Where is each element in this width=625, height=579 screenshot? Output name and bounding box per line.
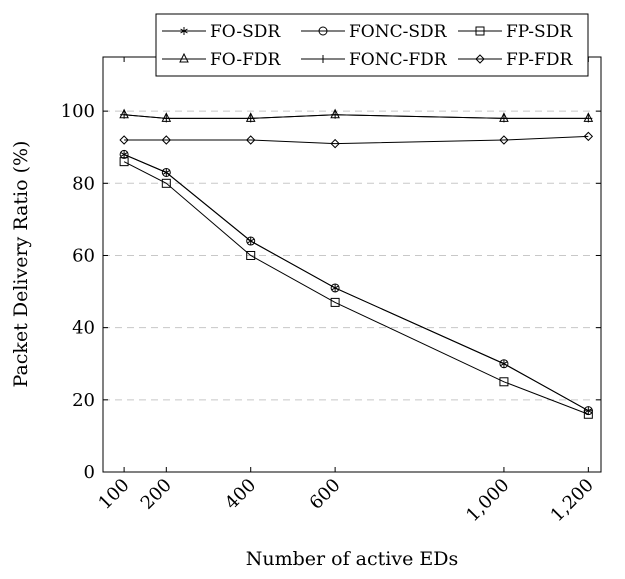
data-point <box>180 27 188 35</box>
data-point <box>499 359 509 369</box>
legend-entry: FO-FDR <box>162 50 282 70</box>
series-fp-sdr <box>119 157 593 419</box>
legend-label: FP-SDR <box>506 22 573 42</box>
legend-label: FONC-FDR <box>349 50 448 70</box>
data-point <box>119 135 129 145</box>
series-fo-sdr <box>120 150 593 415</box>
data-point <box>475 26 485 36</box>
data-point <box>583 409 593 419</box>
data-point <box>246 135 256 145</box>
x-tick-label: 200 <box>137 475 176 514</box>
y-tick-label: 0 <box>84 462 95 483</box>
legend-box <box>155 13 589 77</box>
data-point <box>330 283 340 293</box>
data-point <box>161 178 171 188</box>
legend-label: FO-SDR <box>210 22 281 42</box>
data-point <box>499 377 509 387</box>
x-tick-label: 400 <box>221 475 260 514</box>
data-point <box>161 167 171 177</box>
data-point <box>331 110 340 119</box>
series-fonc-sdr <box>119 149 593 416</box>
data-point <box>162 114 171 123</box>
legend-entry: FONC-SDR <box>301 22 448 42</box>
data-point <box>330 138 340 149</box>
series-fonc-fdr <box>120 110 593 123</box>
legend-entry: FP-FDR <box>458 50 573 70</box>
data-point <box>119 149 129 159</box>
y-tick-label: 80 <box>72 173 95 194</box>
data-point <box>318 26 328 36</box>
data-point <box>246 114 255 123</box>
data-point <box>246 250 256 260</box>
data-point <box>583 131 594 142</box>
legend: FO-SDR FONC-SDR FP-SDR FO-FDR FONC-FDR FP-FDR <box>155 13 589 77</box>
series-line <box>124 135 589 145</box>
x-tick-label: 1,200 <box>547 475 598 526</box>
data-point <box>119 157 129 167</box>
x-tick-label: 600 <box>306 475 345 514</box>
data-point <box>475 54 485 64</box>
series-line <box>123 161 589 415</box>
x-tick-label: 1,000 <box>462 475 513 526</box>
legend-label: FONC-SDR <box>349 22 448 42</box>
series-lines <box>119 108 594 419</box>
legend-entry: FO-SDR <box>162 22 281 42</box>
legend-entry: FONC-FDR <box>301 50 448 70</box>
y-tick-label: 100 <box>61 101 95 122</box>
legend-label: FP-FDR <box>506 50 573 70</box>
grid-lines <box>103 110 601 401</box>
data-point <box>499 135 509 145</box>
series-line <box>124 114 589 119</box>
plot-frame <box>102 56 602 473</box>
data-point <box>330 297 340 307</box>
data-point <box>499 114 508 123</box>
y-axis-label: Packet Delivery Ratio (%) <box>10 141 32 388</box>
x-tick-label: 100 <box>94 475 133 514</box>
y-tick-label: 20 <box>72 390 95 411</box>
legend-entry: FP-SDR <box>458 22 573 42</box>
data-point <box>161 135 172 145</box>
series-line <box>123 153 589 412</box>
y-tick-label: 60 <box>72 245 95 266</box>
data-point <box>246 236 256 246</box>
legend-label: FO-FDR <box>210 50 282 70</box>
data-point <box>120 110 129 119</box>
data-point <box>319 55 327 63</box>
data-point <box>179 52 189 63</box>
data-point <box>584 114 593 123</box>
series-fp-fdr <box>119 131 594 149</box>
x-axis-label: Number of active EDs <box>246 548 458 570</box>
y-tick-label: 40 <box>72 318 95 339</box>
